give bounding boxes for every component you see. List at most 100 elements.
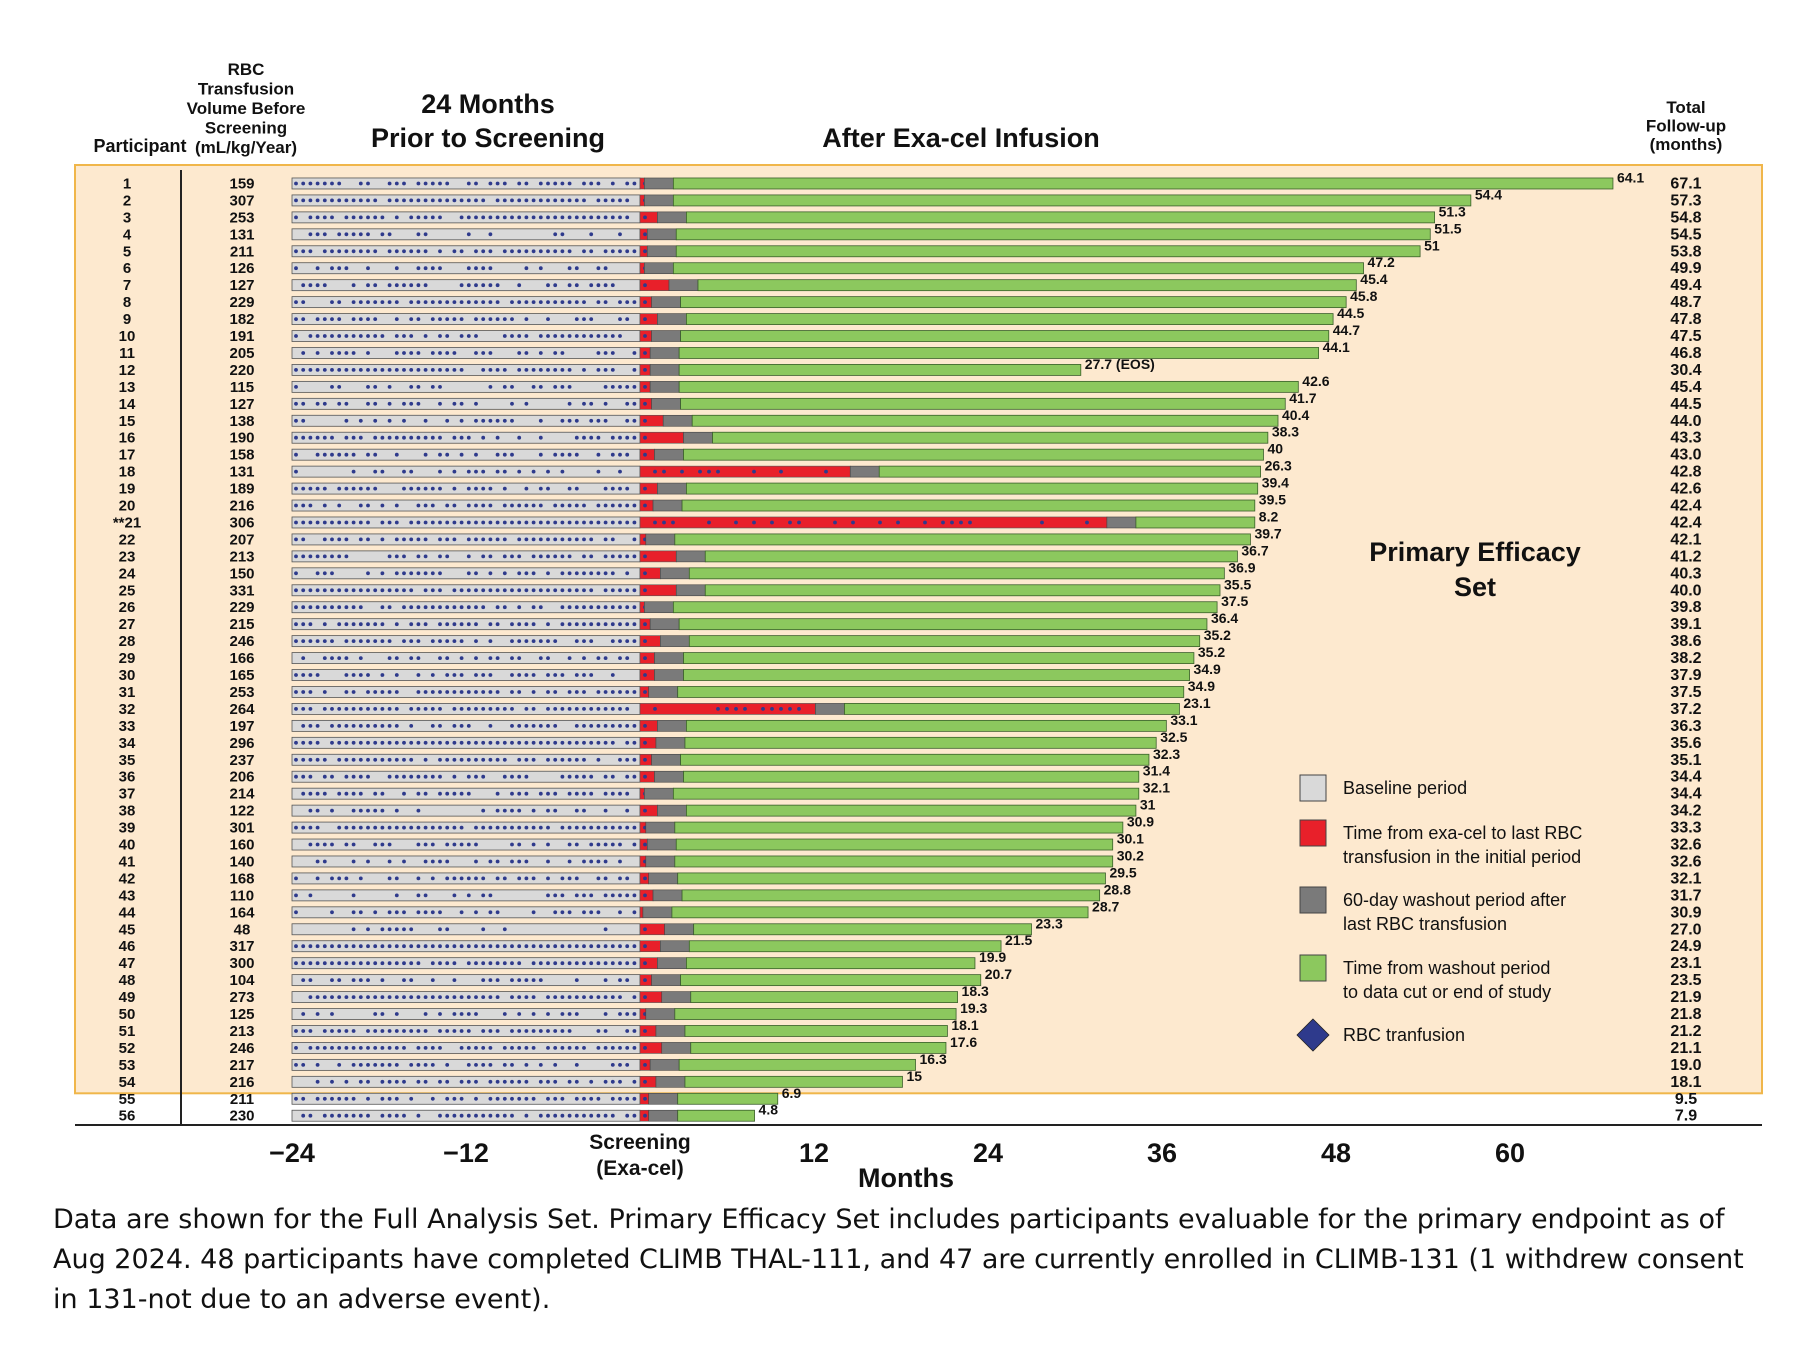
rbc-transfusion-marker (553, 1096, 558, 1101)
transfusion-free-duration-label: 41.7 (1289, 390, 1316, 406)
rbc-transfusion-marker (488, 724, 493, 728)
rbc-transfusion-marker (474, 1012, 478, 1016)
rbc-transfusion-marker (358, 808, 363, 813)
rbc-transfusion-marker (337, 978, 342, 982)
baseline-bar (291, 550, 641, 563)
rbc-transfusion-marker (387, 1046, 392, 1050)
rbc-transfusion-marker (1085, 520, 1089, 525)
rbc-transfusion-marker (373, 825, 378, 830)
rbc-transfusion-marker (445, 757, 450, 762)
transfusion-free-bar (690, 991, 958, 1003)
rbc-transfusion-marker (950, 520, 954, 525)
rbc-transfusion-marker (452, 588, 457, 593)
rbc-transfusion-marker (632, 537, 637, 542)
rbc-transfusion-marker (488, 486, 493, 491)
post-infusion-transfusion-bar (639, 567, 661, 580)
rbc-volume-value: 165 (229, 667, 254, 684)
rbc-transfusion-marker (402, 181, 406, 186)
rbc-transfusion-marker (445, 334, 450, 338)
rbc-transfusion-marker (495, 859, 500, 864)
rbc-transfusion-marker (589, 910, 594, 915)
washout-bar (645, 1008, 676, 1020)
total-followup-value: 39.1 (1670, 616, 1701, 633)
rbc-transfusion-marker (589, 537, 594, 542)
rbc-transfusion-marker (567, 266, 572, 271)
transfusion-free-duration-label: 16.3 (920, 1051, 947, 1067)
rbc-transfusion-marker (589, 317, 594, 321)
rbc-transfusion-marker (337, 1063, 342, 1067)
rbc-transfusion-marker (643, 1029, 647, 1033)
rbc-transfusion-marker (294, 537, 298, 542)
rbc-transfusion-marker (603, 385, 608, 389)
rbc-transfusion-marker (643, 927, 647, 932)
rbc-transfusion-marker (308, 707, 313, 711)
rbc-transfusion-marker (445, 690, 450, 694)
rbc-transfusion-marker (416, 605, 421, 610)
rbc-transfusion-marker (423, 334, 428, 338)
rbc-transfusion-marker (366, 215, 370, 220)
rbc-transfusion-marker (387, 707, 392, 711)
transfusion-free-bar (712, 431, 1269, 444)
rbc-transfusion-marker (589, 1079, 594, 1084)
transfusion-free-bar (674, 1008, 957, 1020)
washout-bar (675, 584, 706, 597)
rbc-transfusion-marker (524, 944, 529, 949)
rbc-transfusion-marker (466, 893, 471, 898)
rbc-transfusion-marker (330, 961, 334, 966)
rbc-transfusion-marker (560, 588, 565, 593)
rbc-transfusion-marker (409, 978, 414, 982)
transfusion-free-duration-label: 35.2 (1204, 627, 1231, 643)
rbc-transfusion-marker (423, 1012, 428, 1016)
rbc-transfusion-marker (481, 351, 486, 355)
rbc-transfusion-marker (301, 300, 306, 304)
rbc-transfusion-marker (358, 334, 363, 338)
rbc-transfusion-marker (488, 300, 493, 304)
rbc-transfusion-marker (294, 418, 298, 423)
rbc-transfusion-marker (643, 401, 647, 406)
rbc-transfusion-marker (402, 571, 406, 576)
rbc-transfusion-marker (632, 1012, 637, 1016)
rbc-transfusion-marker (337, 554, 342, 559)
rbc-transfusion-marker (603, 588, 608, 593)
rbc-transfusion-marker (546, 1079, 550, 1084)
rbc-transfusion-marker (632, 300, 637, 304)
rbc-transfusion-marker (618, 639, 622, 643)
total-followup-value: 48.7 (1670, 294, 1701, 311)
rbc-transfusion-marker (366, 503, 370, 508)
rbc-transfusion-marker (430, 571, 435, 576)
rbc-transfusion-marker (430, 707, 435, 711)
total-followup-value: 19.0 (1670, 1057, 1701, 1074)
rbc-transfusion-marker (560, 385, 565, 389)
rbc-transfusion-marker (387, 961, 392, 966)
baseline-bar (291, 313, 641, 325)
rbc-transfusion-marker (330, 537, 334, 542)
rbc-transfusion-marker (322, 554, 327, 559)
rbc-transfusion-marker (546, 300, 550, 304)
rbc-transfusion-marker (380, 368, 385, 372)
rbc-transfusion-marker (495, 808, 500, 813)
rbc-transfusion-marker (643, 435, 647, 440)
washout-bar (651, 398, 681, 410)
rbc-transfusion-marker (423, 605, 428, 610)
transfusion-free-bar (686, 957, 976, 970)
rbc-transfusion-marker (481, 1063, 486, 1067)
rbc-transfusion-marker (531, 605, 536, 610)
rbc-transfusion-marker (416, 554, 421, 559)
rbc-transfusion-marker (394, 554, 399, 559)
rbc-transfusion-marker (582, 368, 586, 372)
participant-id: 48 (119, 972, 136, 989)
rbc-transfusion-marker (553, 1029, 558, 1033)
rbc-transfusion-marker (510, 961, 514, 966)
rbc-transfusion-marker (409, 317, 414, 321)
rbc-transfusion-marker (301, 825, 306, 830)
rbc-transfusion-marker (459, 656, 464, 660)
rbc-transfusion-marker (603, 401, 608, 406)
rbc-transfusion-marker (553, 740, 558, 745)
rbc-transfusion-marker (495, 537, 500, 542)
rbc-transfusion-marker (387, 910, 392, 915)
participant-id: 36 (119, 769, 136, 786)
rbc-transfusion-marker (459, 825, 464, 830)
rbc-transfusion-marker (322, 452, 327, 457)
rbc-transfusion-marker (301, 181, 306, 186)
rbc-transfusion-marker (452, 300, 457, 304)
